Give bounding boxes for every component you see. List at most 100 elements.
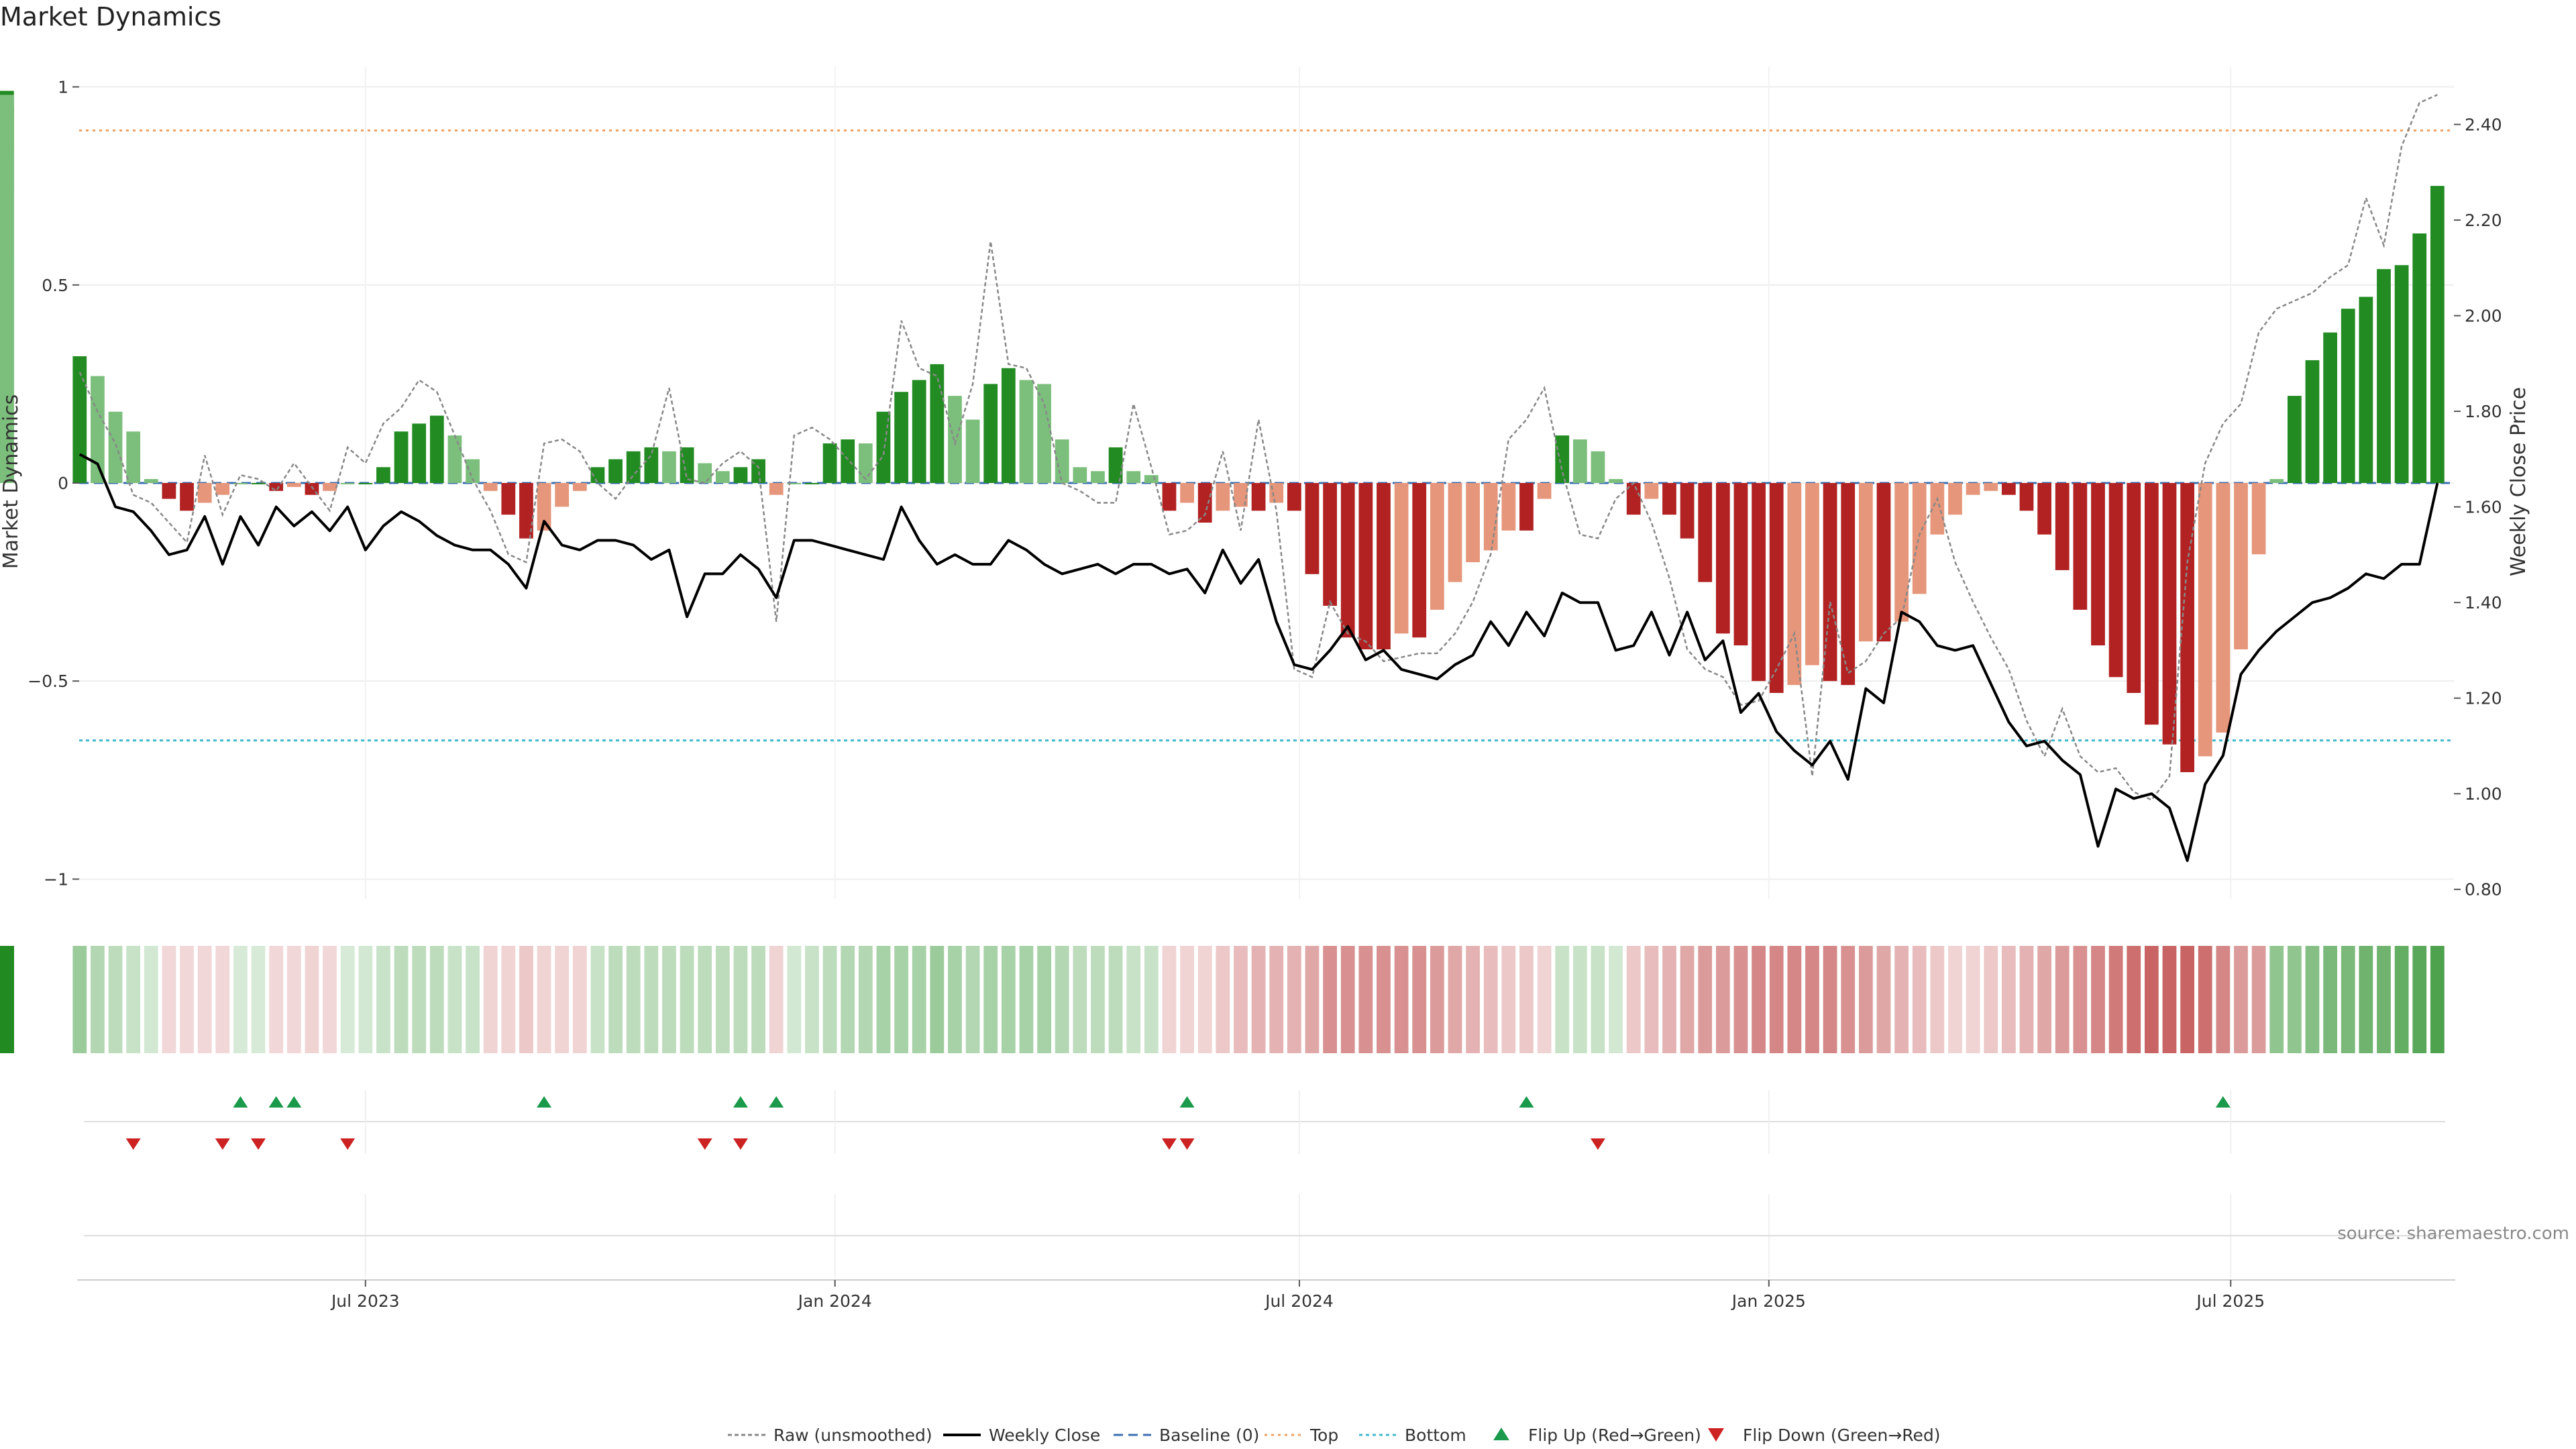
regime-cell <box>787 946 802 1053</box>
regime-strip <box>0 946 2445 1053</box>
momentum-bar <box>1287 483 1301 511</box>
regime-cell <box>466 946 480 1053</box>
regime-cell <box>1894 946 1909 1053</box>
regime-cell <box>376 946 390 1053</box>
momentum-bar <box>2037 483 2051 535</box>
regime-cell <box>2323 946 2338 1053</box>
regime-cell <box>2127 946 2141 1053</box>
momentum-bar <box>394 431 409 483</box>
momentum-bar <box>0 364 14 483</box>
momentum-bar <box>1323 483 1337 606</box>
legend-label-flip-up: Flip Up (Red→Green) <box>1528 1426 1701 1445</box>
regime-cell <box>2055 946 2070 1053</box>
regime-cell <box>894 946 908 1053</box>
y2-tick-label: 1.40 <box>2465 593 2502 612</box>
momentum-bar <box>1448 483 1462 582</box>
momentum-bar <box>1966 483 1980 495</box>
momentum-bar <box>822 443 837 483</box>
momentum-bar <box>555 483 570 507</box>
regime-cell <box>1483 946 1498 1053</box>
momentum-bar <box>1555 435 1570 483</box>
momentum-bar <box>2412 233 2427 483</box>
momentum-bar <box>608 459 623 483</box>
regime-cell <box>2037 946 2051 1053</box>
momentum-bar <box>1752 483 1766 682</box>
regime-cell <box>0 946 14 1053</box>
momentum-bar <box>2359 297 2373 483</box>
regime-cell <box>1216 946 1230 1053</box>
momentum-bar <box>1001 368 1016 483</box>
momentum-bars <box>0 91 2445 773</box>
flip-down-marker <box>1179 1138 1195 1150</box>
regime-cell <box>1715 946 1730 1053</box>
momentum-bar <box>1501 483 1516 531</box>
y-tick-label: 0 <box>58 474 68 493</box>
regime-cell <box>1626 946 1641 1053</box>
momentum-bar <box>1430 483 1444 610</box>
momentum-bar <box>1483 483 1498 551</box>
regime-cell <box>2359 946 2373 1053</box>
regime-cell <box>608 946 623 1053</box>
momentum-bar <box>1412 483 1427 638</box>
momentum-bar <box>1108 447 1123 483</box>
regime-cell <box>1609 946 1623 1053</box>
regime-cell <box>1787 946 1802 1053</box>
momentum-bar <box>1948 483 1962 515</box>
regime-cell <box>1287 946 1301 1053</box>
regime-cell <box>1519 946 1534 1053</box>
regime-cell <box>1305 946 1320 1053</box>
momentum-bar <box>2377 269 2391 483</box>
momentum-bar <box>1073 467 1087 483</box>
regime-cell <box>2394 946 2409 1053</box>
momentum-bar <box>1537 483 1552 499</box>
flip-markers-panel <box>84 1090 2445 1154</box>
regime-cell <box>1698 946 1713 1053</box>
regime-cell <box>644 946 659 1053</box>
regime-cell <box>1680 946 1695 1053</box>
regime-cell <box>1805 946 1819 1053</box>
regime-cell <box>2108 946 2123 1053</box>
momentum-bar <box>930 364 945 483</box>
momentum-bar <box>2091 483 2105 646</box>
regime-cell <box>483 946 498 1053</box>
left-y-axis: 1 0.5 0 −0.5 −1 <box>28 78 79 889</box>
flip-down-marker <box>215 1138 230 1150</box>
regime-cell <box>1966 946 1980 1053</box>
momentum-bar <box>2394 265 2409 483</box>
regime-cell <box>2287 946 2302 1053</box>
momentum-bar <box>894 392 908 483</box>
momentum-bar <box>1394 483 1409 634</box>
momentum-bar <box>2234 483 2248 649</box>
flip-up-marker <box>537 1096 552 1108</box>
regime-cell <box>2377 946 2391 1053</box>
flip-up-marker <box>733 1096 748 1108</box>
momentum-bar <box>2323 332 2338 483</box>
momentum-bar <box>2341 309 2355 483</box>
regime-cell <box>1823 946 1837 1053</box>
x-tick-label: Jul 2024 <box>1264 1291 1334 1311</box>
regime-cell <box>447 946 462 1053</box>
regime-cell <box>1180 946 1194 1053</box>
momentum-bar <box>1644 483 1659 499</box>
y-tick-label: −1 <box>44 869 68 889</box>
regime-cell <box>876 946 891 1053</box>
momentum-bar <box>2055 483 2070 570</box>
momentum-bar <box>323 483 337 491</box>
bottom-panel <box>84 1194 2445 1278</box>
momentum-bar <box>1234 483 1248 507</box>
regime-cell <box>2180 946 2195 1053</box>
price-lines <box>78 94 2439 862</box>
momentum-bar <box>787 483 802 484</box>
momentum-bar <box>108 411 123 483</box>
momentum-bar <box>2001 483 2016 495</box>
regime-cell <box>841 946 855 1053</box>
flip-down-marker <box>1590 1138 1605 1150</box>
momentum-bar <box>1180 483 1194 503</box>
x-tick-label: Jul 2025 <box>2195 1291 2265 1311</box>
flip-down-marker <box>251 1138 266 1150</box>
regime-cell <box>215 946 230 1053</box>
regime-cell <box>2430 946 2445 1053</box>
momentum-bar <box>805 483 819 484</box>
regime-cell <box>126 946 141 1053</box>
regime-cell <box>162 946 176 1053</box>
